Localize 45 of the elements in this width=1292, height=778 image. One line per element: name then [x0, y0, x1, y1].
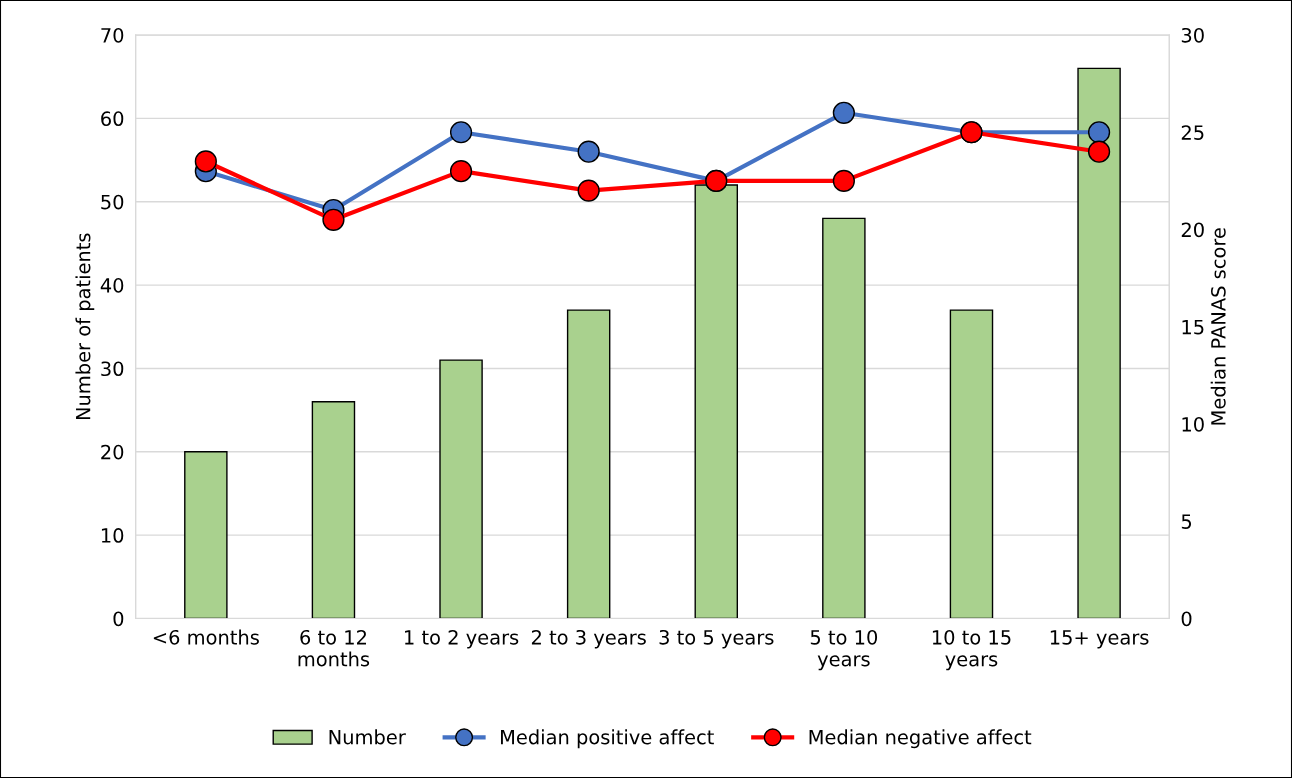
- bar: [949, 309, 994, 619]
- x-tick-label: 1 to 2 years: [405, 629, 519, 649]
- point: [322, 208, 345, 231]
- x-tick-label: 3 to 5 years: [659, 629, 774, 649]
- y-tick-label: 50: [101, 194, 124, 210]
- y2-tick-label: 15: [1182, 319, 1204, 335]
- y2-tick-label: 0: [1181, 611, 1192, 627]
- y2-tick-label: 25: [1181, 125, 1204, 140]
- point: [832, 101, 855, 124]
- legend-label: Median positive affect: [501, 729, 714, 749]
- bar: [566, 309, 611, 619]
- y-tick-label: 70: [101, 27, 124, 43]
- y-tick-label: 10: [101, 528, 124, 543]
- x-tick-label: 2 to 3 years: [531, 629, 646, 649]
- x-tick-label: 6 to 12 months: [298, 629, 370, 667]
- bar: [184, 451, 228, 619]
- y2-tick-label: 5: [1181, 514, 1192, 529]
- bar: [1077, 67, 1121, 619]
- x-tick-label: 5 to 10 years: [810, 629, 878, 671]
- y-tick-label: 0: [113, 611, 124, 627]
- y-tick-label: 30: [101, 361, 124, 377]
- y-axis-title: Number of patients: [75, 233, 95, 420]
- bar: [311, 401, 356, 619]
- point: [1087, 140, 1111, 163]
- legend-label: Median negative affect: [809, 729, 1032, 749]
- x-tick-label: 15+ years: [1050, 630, 1149, 649]
- x-tick-label: <6 months: [153, 629, 259, 645]
- point: [577, 179, 600, 202]
- bar: [439, 359, 483, 619]
- point: [832, 169, 855, 192]
- bar: [822, 217, 866, 619]
- point: [449, 121, 473, 144]
- y2-tick-label: 10: [1182, 416, 1204, 432]
- point: [194, 150, 217, 173]
- y2-axis-title: Median PANAS score: [1210, 228, 1226, 425]
- y-tick-label: 20: [101, 444, 124, 460]
- y2-tick-label: 30: [1181, 27, 1204, 43]
- point: [449, 160, 473, 183]
- point: [577, 140, 600, 163]
- y2-tick-label: 20: [1181, 222, 1204, 238]
- point: [1087, 121, 1111, 144]
- x-tick-label: 10 to 15 years: [932, 629, 1011, 671]
- y-tick-label: 60: [101, 111, 124, 127]
- legend-label: Number: [329, 729, 406, 745]
- y-tick-label: 40: [100, 278, 124, 293]
